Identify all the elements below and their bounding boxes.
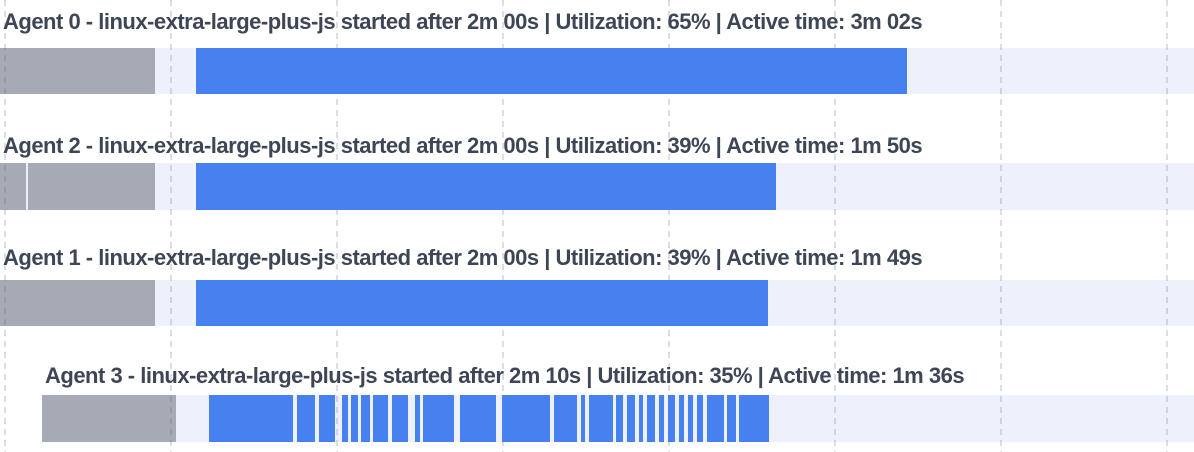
active-segment <box>647 395 655 442</box>
active-segment <box>373 395 388 442</box>
setup-segment <box>0 163 26 210</box>
active-segment <box>627 395 635 442</box>
active-segment <box>659 395 664 442</box>
active-segment <box>319 395 335 442</box>
active-segment <box>502 395 550 442</box>
setup-segment <box>28 163 155 210</box>
setup-segment <box>0 280 155 326</box>
active-segment <box>727 395 736 442</box>
active-segment <box>616 395 623 442</box>
active-segment <box>351 395 358 442</box>
agent-label: Agent 0 - linux-extra-large-plus-js star… <box>3 9 923 34</box>
setup-segment <box>42 395 176 442</box>
active-segment <box>196 48 907 94</box>
setup-segment <box>0 48 155 94</box>
active-segment <box>639 395 643 442</box>
active-segment <box>196 280 768 326</box>
active-segment <box>209 395 293 442</box>
active-segment <box>342 395 348 442</box>
active-segment <box>554 395 577 442</box>
active-segment <box>739 395 769 442</box>
active-segment <box>297 395 315 442</box>
active-segment <box>196 163 776 210</box>
active-segment <box>581 395 585 442</box>
active-segment <box>589 395 613 442</box>
active-segment <box>415 395 420 442</box>
active-segment <box>392 395 408 442</box>
agent-label: Agent 1 - linux-extra-large-plus-js star… <box>3 245 923 270</box>
active-segment <box>423 395 454 442</box>
active-segment <box>707 395 724 442</box>
agent-label: Agent 3 - linux-extra-large-plus-js star… <box>45 363 965 388</box>
agent-label: Agent 2 - linux-extra-large-plus-js star… <box>3 133 923 158</box>
active-segment <box>679 395 684 442</box>
active-segment <box>361 395 370 442</box>
active-segment <box>697 395 703 442</box>
active-segment <box>460 395 496 442</box>
active-segment <box>688 395 693 442</box>
active-segment <box>668 395 675 442</box>
